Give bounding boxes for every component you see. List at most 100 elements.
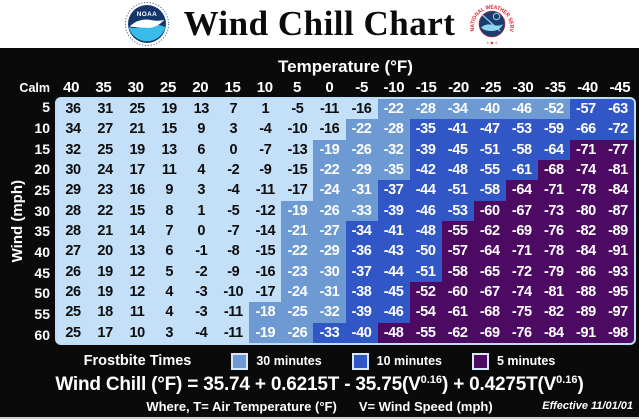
wind-chill-cell: 25 <box>57 322 90 343</box>
wind-chill-cell: -80 <box>569 200 602 221</box>
wind-chill-cell: -60 <box>441 282 474 303</box>
wind-chill-cell: -55 <box>473 160 506 181</box>
legend-swatch-30-minutes <box>231 352 249 370</box>
wind-chill-cell: 17 <box>89 322 122 343</box>
temperature-col-header: 20 <box>192 79 209 96</box>
wind-chill-cell: -82 <box>537 302 570 323</box>
wind-chill-table: 36 31 25 19 13 7 1 -5 -11 -16 -22 -28 -34 -40 -46 -52 -5… <box>55 97 636 345</box>
wind-chill-cell: 22 <box>89 200 122 221</box>
wind-chill-cell: -68 <box>537 160 570 181</box>
wind-chill-cell: 27 <box>57 241 90 262</box>
wind-chill-cell: -40 <box>473 99 506 120</box>
wind-chill-cell: -89 <box>569 302 602 323</box>
effective-date: Effective 11/01/01 <box>542 400 633 412</box>
wind-chill-cell: -25 <box>281 302 314 323</box>
wind-chill-cell: -81 <box>537 282 570 303</box>
wind-chill-cell: -82 <box>569 221 602 242</box>
wind-chill-cell: -60 <box>473 200 506 221</box>
wind-chill-cell: -11 <box>217 302 250 323</box>
wind-chill-cell: -19 <box>249 322 282 343</box>
temperature-header-row: 40 35 30 25 20 15 10 5 0 -5 -10 -15 -20 -25 -30 -35 -40-… <box>55 78 636 97</box>
wind-chill-cell: -35 <box>409 119 442 140</box>
wind-chill-cell: 15 <box>121 200 154 221</box>
wind-chill-cell: -32 <box>377 139 410 160</box>
temperature-axis-label: Temperature (°F) <box>278 57 413 76</box>
wind-chill-cell: 25 <box>57 302 90 323</box>
wind-chill-cell: -24 <box>313 180 346 201</box>
wind-chill-cell: -9 <box>217 261 250 282</box>
wind-chill-cell: 6 <box>185 139 218 160</box>
wind-chill-cell: -61 <box>441 302 474 323</box>
legend-swatch-5-minutes <box>471 352 489 370</box>
wind-chill-cell: 13 <box>185 99 218 120</box>
wind-chill-cell: 36 <box>57 99 90 120</box>
wind-chill-cell: -65 <box>473 261 506 282</box>
wind-chill-cell: -2 <box>185 261 218 282</box>
legend-label: 5 minutes <box>496 354 556 368</box>
wind-chill-cell: 31 <box>89 99 122 120</box>
wind-chill-cell: -10 <box>217 282 250 303</box>
wind-chill-cell: -30 <box>313 261 346 282</box>
wind-chill-cell: 11 <box>121 302 154 323</box>
wind-chill-cell: -26 <box>345 139 378 160</box>
wind-chill-cell: -71 <box>537 180 570 201</box>
wind-chill-cell: -22 <box>313 160 346 181</box>
wind-chill-cell: -77 <box>601 139 634 160</box>
wind-chill-cell: 3 <box>153 322 186 343</box>
noaa-logo-text: NOAA <box>136 11 156 18</box>
wind-speed-label: 20 <box>34 161 50 178</box>
wind-chill-cell: 28 <box>57 200 90 221</box>
wind-chill-cell: -64 <box>505 180 538 201</box>
wind-chill-cell: -59 <box>537 119 570 140</box>
wind-chill-cell: 12 <box>121 261 154 282</box>
wind-chill-cell: -62 <box>473 221 506 242</box>
temperature-col-header: 40 <box>63 79 80 96</box>
wind-chill-cell: -39 <box>377 200 410 221</box>
wind-chill-cell: 0 <box>217 139 250 160</box>
wind-chill-cell: 13 <box>153 139 186 160</box>
temperature-col-header: 5 <box>293 79 302 96</box>
wind-chill-cell: -36 <box>345 241 378 262</box>
wind-chill-cell: -47 <box>473 119 506 140</box>
wind-chill-cell: -40 <box>345 322 378 343</box>
wind-chill-formula: Wind Chill (°F) = 35.74 + 0.6215T - 35.7… <box>55 374 584 395</box>
wind-chill-cell: -16 <box>313 119 346 140</box>
wind-chill-cell: -17 <box>249 282 282 303</box>
wind-chill-cell: -39 <box>345 302 378 323</box>
legend-label: 10 minutes <box>376 354 442 368</box>
temperature-col-header: -40 <box>577 79 598 96</box>
wind-chill-cell: -52 <box>409 282 442 303</box>
wind-chill-cell: -55 <box>441 221 474 242</box>
wind-chill-cell: 34 <box>57 119 90 140</box>
legend-label: 30 minutes <box>256 354 322 368</box>
wind-chill-cell: -42 <box>409 160 442 181</box>
temperature-col-header: 25 <box>159 79 177 96</box>
wind-speed-label: 55 <box>34 305 50 322</box>
wind-chill-cell: -45 <box>377 282 410 303</box>
wind-chill-cell: -78 <box>537 241 570 262</box>
wind-chill-cell: -31 <box>345 180 378 201</box>
wind-chill-cell: -9 <box>249 160 282 181</box>
wind-chill-cell: 28 <box>57 221 90 242</box>
wind-chill-cell: 21 <box>89 221 122 242</box>
wind-chill-cell: -88 <box>569 282 602 303</box>
legend-item-10-minutes: 10 minutes <box>351 352 442 370</box>
wind-chill-cell: -66 <box>569 119 602 140</box>
wind-chill-cell: -89 <box>601 221 634 242</box>
wind-chill-cell: -39 <box>409 139 442 160</box>
temperature-col-header: -30 <box>512 79 534 96</box>
wind-chill-cell: 16 <box>121 180 154 201</box>
legend-swatch-10-minutes <box>351 352 369 370</box>
wind-chill-cell: -32 <box>313 302 346 323</box>
wind-chill-cell: -1 <box>185 241 218 262</box>
wind-chill-cell: -16 <box>249 261 282 282</box>
page-title: Wind Chill Chart <box>183 4 456 43</box>
wind-chill-cell: -41 <box>377 221 410 242</box>
wind-chill-cell: -53 <box>441 200 474 221</box>
temperature-col-header: 15 <box>224 79 241 96</box>
wind-chill-cell: -97 <box>601 302 634 323</box>
variable-definitions: Where, T= Air Temperature (°F) V= Wind Sp… <box>146 399 493 414</box>
wind-chill-cell: -15 <box>249 241 282 262</box>
wind-chill-cell: 7 <box>217 99 250 120</box>
wind-chill-cell: 3 <box>185 180 218 201</box>
